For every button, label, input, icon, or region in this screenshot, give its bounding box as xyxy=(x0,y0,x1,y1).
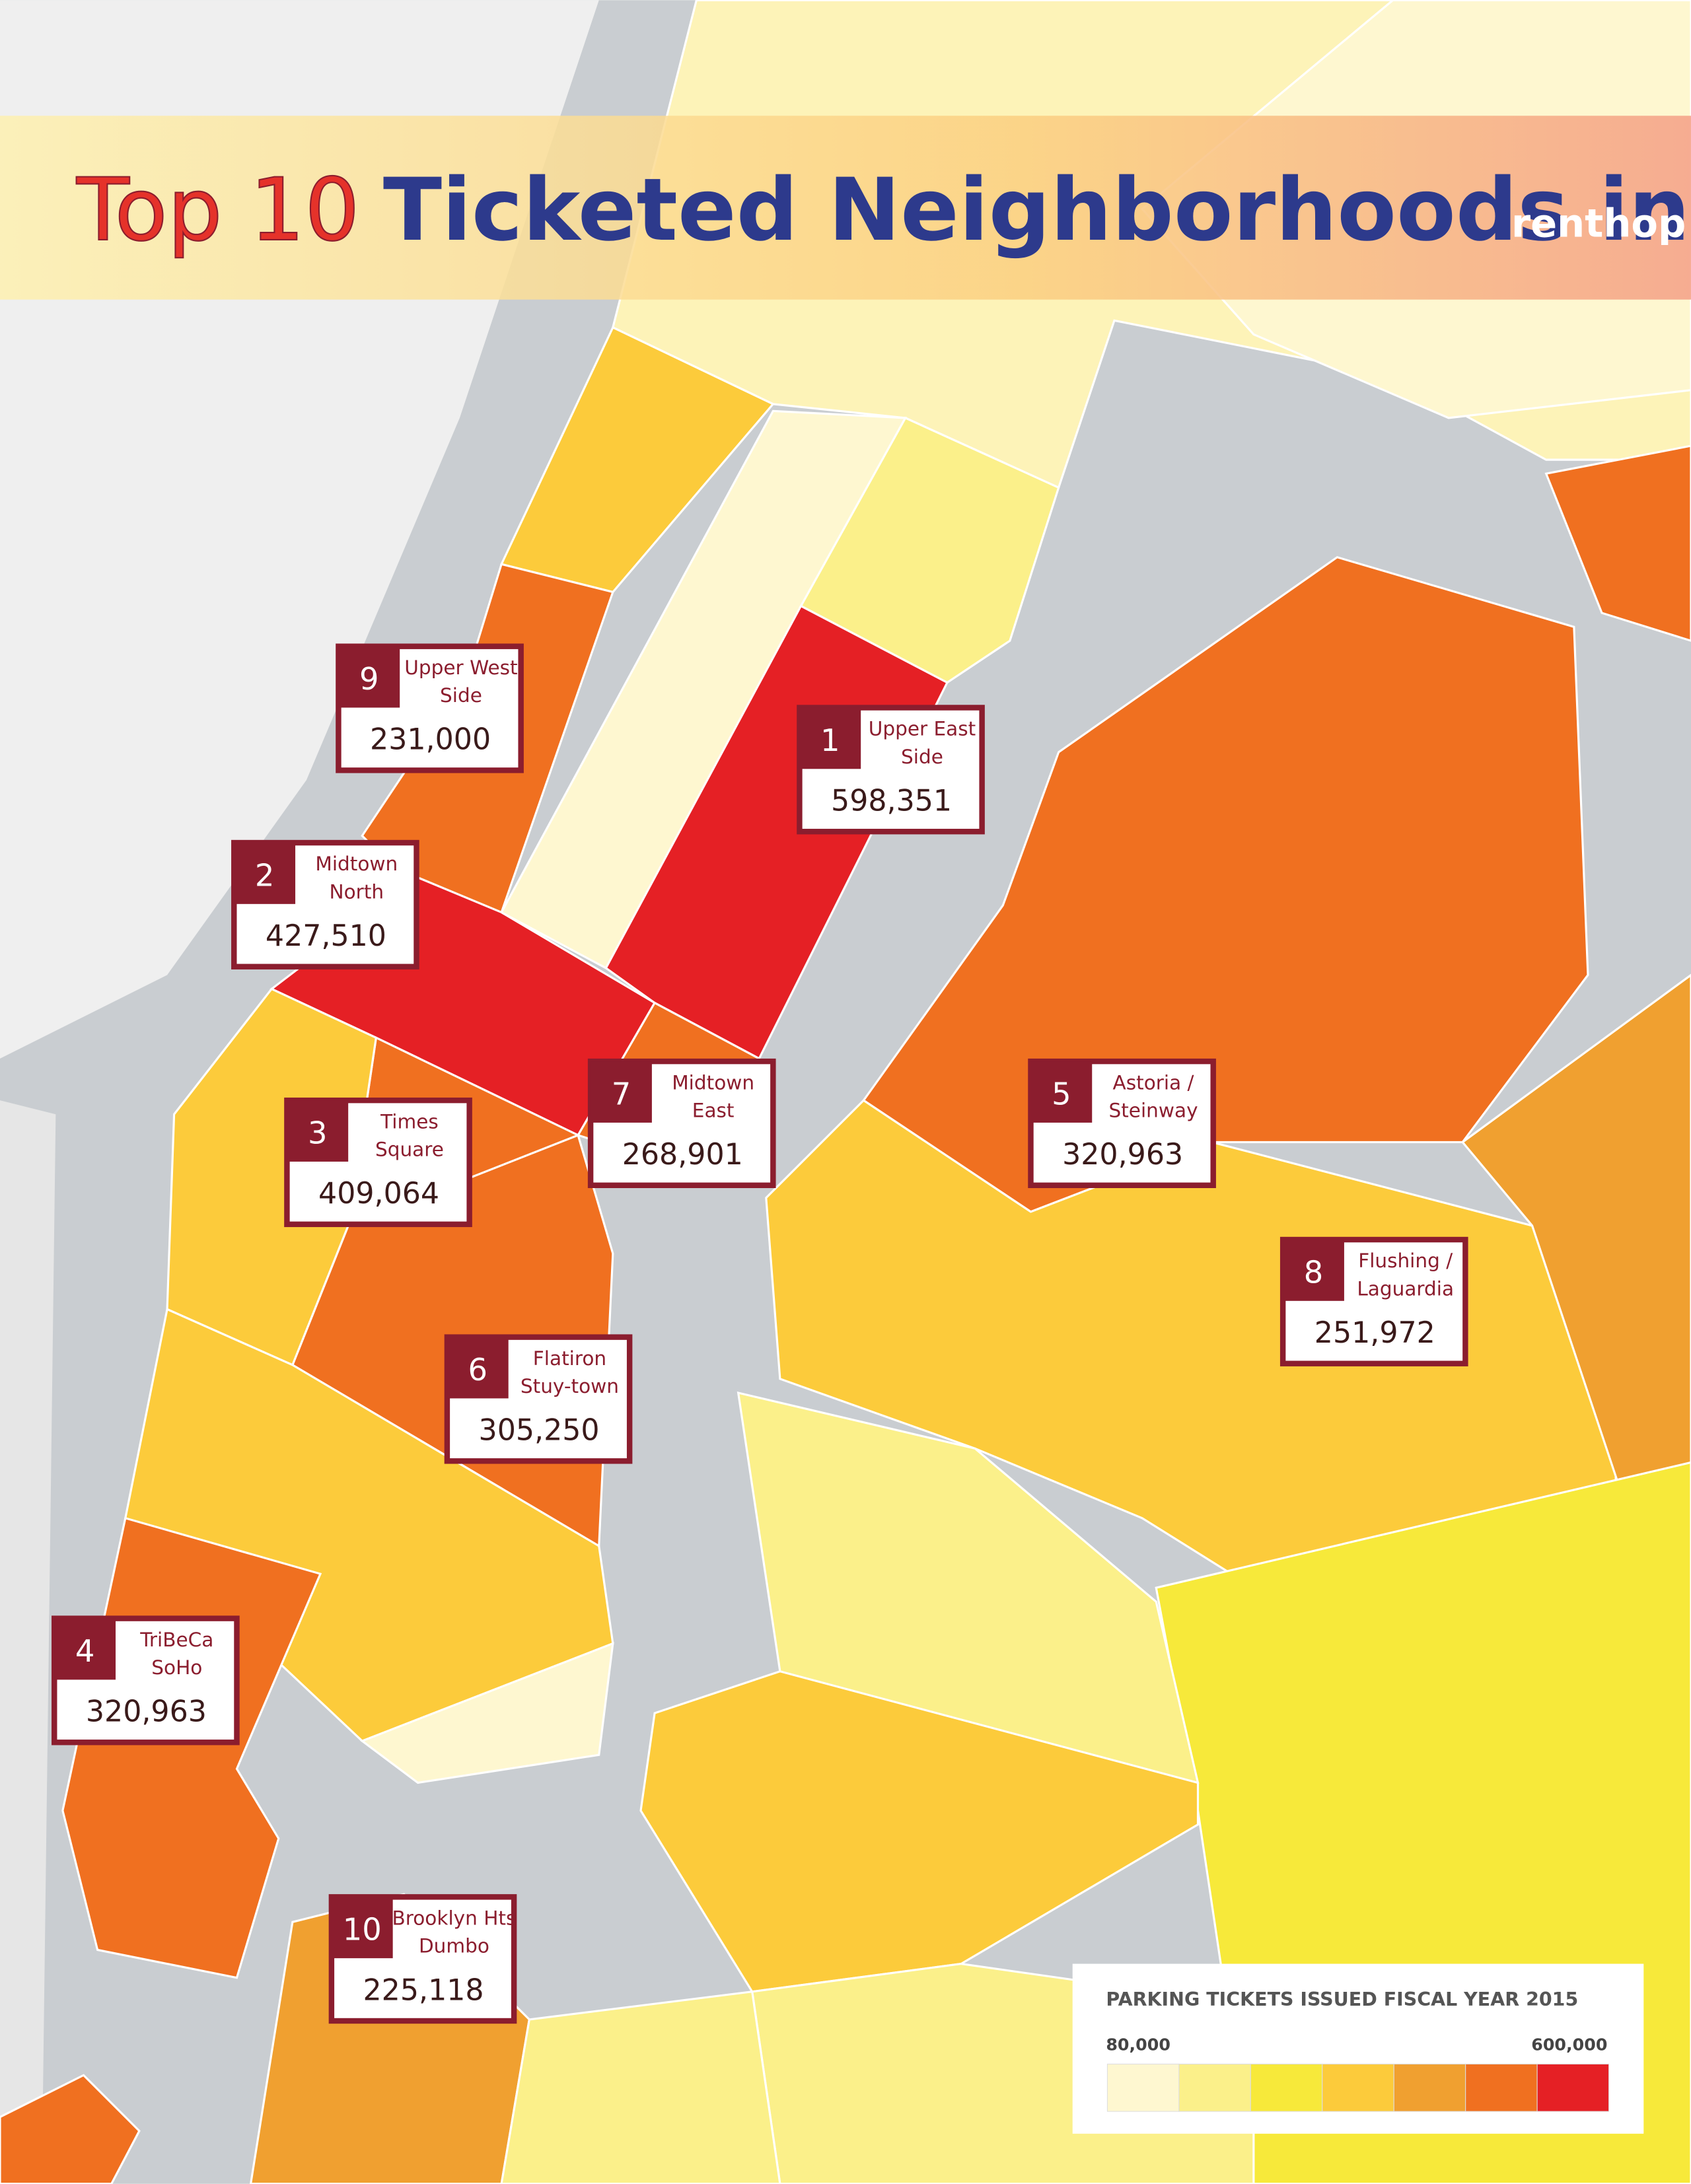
name-line: Flatiron xyxy=(533,1347,606,1370)
lower-east-side xyxy=(360,1642,614,1784)
label-box xyxy=(231,839,419,969)
value: 320,963 xyxy=(86,1695,207,1729)
name-line: Square xyxy=(375,1139,444,1161)
legend-max: 600,000 xyxy=(1531,2035,1607,2054)
label-box xyxy=(1279,1236,1468,1366)
legend-swatch xyxy=(1178,2063,1251,2112)
title-main: Ticketed Neighborhoods in NYC xyxy=(383,160,1691,260)
astoria xyxy=(862,556,1589,1213)
rank-box xyxy=(287,1100,349,1162)
name-line: Midtown xyxy=(672,1071,754,1094)
legend-swatch xyxy=(1393,2063,1466,2112)
legend: PARKING TICKETS ISSUED FISCAL YEAR 2015 … xyxy=(1072,1963,1644,2134)
rank-box xyxy=(331,1897,393,1959)
legend-title: PARKING TICKETS ISSUED FISCAL YEAR 2015 xyxy=(1106,1989,1578,2010)
bronx-orange xyxy=(1544,444,1691,642)
labels: 9 Upper West Side 231,000 1 Upper East Side 598… xyxy=(52,643,1468,2024)
east-harlem xyxy=(799,416,1060,684)
label: 7 Midtown East 268,901 xyxy=(587,1058,776,1189)
rank-box xyxy=(447,1337,509,1399)
label: 3 Times Square 409,064 xyxy=(284,1097,472,1228)
rank: 10 xyxy=(343,1912,382,1948)
legend-min: 80,000 xyxy=(1106,2035,1170,2054)
legend-swatch xyxy=(1106,2063,1180,2112)
rank-box xyxy=(234,843,296,904)
legend-swatch xyxy=(1322,2063,1394,2112)
label: 6 Flatiron Stuy-town 305,250 xyxy=(444,1334,633,1464)
rank: 7 xyxy=(612,1076,631,1111)
rank-box xyxy=(54,1618,116,1680)
legend-swatch xyxy=(1465,2063,1538,2112)
name-line: East xyxy=(692,1099,735,1121)
rank-box xyxy=(591,1061,652,1123)
value: 225,118 xyxy=(363,1973,484,2007)
title-top10: Top 10 xyxy=(76,160,360,260)
label: 8 Flushing / Laguardia 251,972 xyxy=(1279,1236,1468,1366)
name-line: North xyxy=(330,880,384,903)
name-line: Brooklyn Hts xyxy=(392,1907,517,1930)
label: 9 Upper West Side 231,000 xyxy=(336,643,524,773)
downtown-brooklyn xyxy=(500,1990,781,2184)
rank: 2 xyxy=(255,857,275,893)
rank: 3 xyxy=(308,1115,328,1151)
label: 4 TriBeCa SoHo 320,963 xyxy=(52,1615,240,1745)
name-line: Times xyxy=(380,1110,439,1133)
staten-island xyxy=(0,2074,141,2184)
name-line: SoHo xyxy=(151,1656,202,1679)
name-line: TriBeCa xyxy=(139,1629,213,1651)
label: 2 Midtown North 427,510 xyxy=(231,839,419,969)
value: 231,000 xyxy=(370,723,491,757)
title: Top 10 Ticketed Neighborhoods in NYC ren… xyxy=(75,159,1691,261)
logo: renthop xyxy=(1511,201,1686,246)
rank: 9 xyxy=(359,661,379,697)
new-jersey-south xyxy=(0,1100,56,2184)
label: 10 Brooklyn Hts Dumbo 225,118 xyxy=(328,1894,517,2024)
rank: 8 xyxy=(1304,1254,1324,1290)
legend-swatch xyxy=(1536,2063,1610,2112)
name-line: Flushing / xyxy=(1358,1250,1453,1272)
rank: 6 xyxy=(468,1352,488,1388)
name-line: Astoria / xyxy=(1113,1071,1194,1094)
legend-swatch xyxy=(1250,2063,1323,2112)
label: 5 Astoria / Steinway 320,963 xyxy=(1028,1058,1216,1189)
name-line: Laguardia xyxy=(1357,1277,1454,1300)
value: 320,963 xyxy=(1062,1138,1183,1172)
rank-box xyxy=(338,646,400,708)
title-band xyxy=(0,116,1691,300)
name-line: Midtown xyxy=(315,853,398,875)
label: 1 Upper East Side 598,351 xyxy=(797,705,985,835)
value: 268,901 xyxy=(622,1138,743,1172)
rank: 1 xyxy=(820,722,840,758)
rank-box xyxy=(799,707,861,769)
value: 251,972 xyxy=(1314,1316,1435,1350)
name-line: Steinway xyxy=(1108,1099,1198,1121)
name-line: Upper East xyxy=(869,718,976,740)
rank: 5 xyxy=(1052,1076,1071,1111)
value: 305,250 xyxy=(479,1414,600,1448)
name-line: Side xyxy=(440,684,482,707)
name-line: Dumbo xyxy=(419,1935,489,1957)
rank-box xyxy=(1030,1061,1093,1123)
name-line: Side xyxy=(901,746,943,768)
value: 598,351 xyxy=(831,785,952,818)
value: 427,510 xyxy=(266,919,386,953)
rank: 4 xyxy=(75,1633,95,1669)
rank-box xyxy=(1283,1240,1344,1301)
williamsburg xyxy=(639,1670,1200,1993)
value: 409,064 xyxy=(318,1177,439,1211)
name-line: Stuy-town xyxy=(521,1375,619,1397)
name-line: Upper West xyxy=(404,656,517,679)
